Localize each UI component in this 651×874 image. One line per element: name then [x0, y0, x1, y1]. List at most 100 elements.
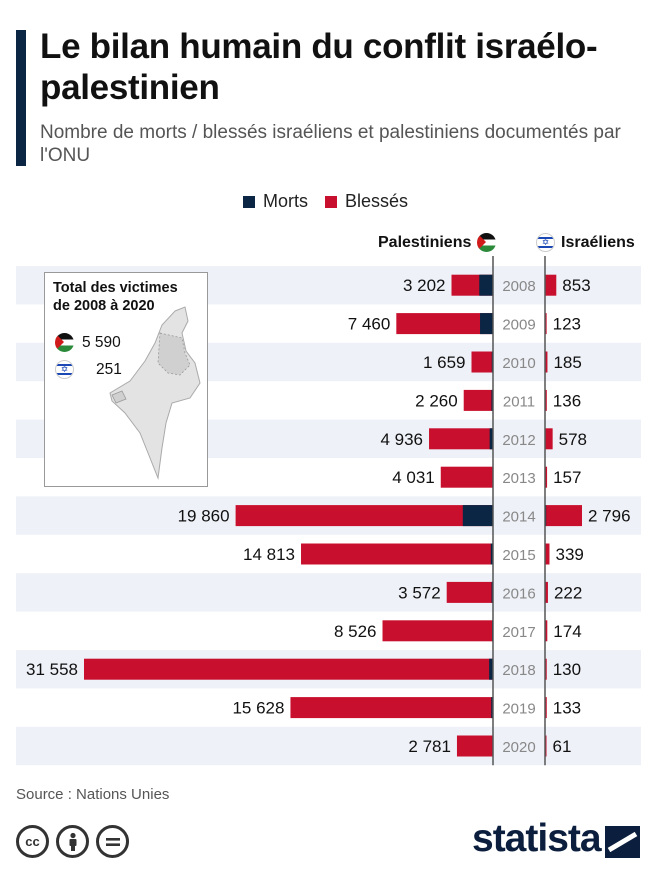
data-label-palestiniens: 2 260 [415, 391, 458, 410]
legend: Morts Blessés [0, 191, 651, 213]
creative-commons-icon[interactable]: cc [16, 825, 49, 858]
data-label-israeliens: 130 [553, 660, 581, 679]
bar-palestiniens-morts [480, 313, 493, 335]
bar-israeliens-blesses [545, 697, 547, 719]
bar-palestiniens-morts [489, 428, 493, 450]
bar-palestiniens-morts [491, 697, 493, 719]
palestinian-flag-icon [55, 333, 74, 352]
data-label-palestiniens: 7 460 [348, 315, 391, 334]
attribution-icon[interactable] [56, 825, 89, 858]
year-label: 2016 [502, 585, 535, 602]
column-header-palestiniens: Palestiniens [378, 233, 497, 252]
bar-palestiniens-blesses [471, 351, 493, 373]
bar-israeliens-blesses [545, 505, 582, 527]
bar-palestiniens-blesses [429, 428, 493, 450]
title-accent-bar [16, 30, 26, 166]
data-label-palestiniens: 3 202 [403, 276, 446, 295]
source-note: Source : Nations Unies [16, 786, 170, 803]
data-label-israeliens: 157 [553, 468, 581, 487]
bar-palestiniens-morts [489, 658, 493, 680]
data-label-palestiniens: 15 628 [232, 699, 284, 718]
year-label: 2018 [502, 662, 535, 679]
bar-israeliens-blesses [545, 581, 548, 603]
bar-palestiniens-morts [490, 543, 493, 565]
data-label-israeliens: 2 796 [588, 507, 631, 526]
no-derivatives-icon[interactable] [96, 825, 129, 858]
bar-palestiniens-blesses [290, 697, 493, 719]
data-label-israeliens: 123 [553, 315, 581, 334]
bar-israeliens-blesses [545, 313, 547, 335]
data-label-palestiniens: 2 781 [408, 737, 451, 756]
bar-palestiniens-morts [479, 274, 493, 296]
bar-palestiniens-blesses [382, 620, 493, 642]
data-label-palestiniens: 4 031 [392, 468, 435, 487]
row-stripe [16, 726, 641, 766]
data-label-palestiniens: 8 526 [334, 622, 377, 641]
data-label-israeliens: 185 [553, 353, 581, 372]
data-label-israeliens: 61 [553, 737, 572, 756]
legend-label-morts: Morts [262, 191, 308, 211]
column-label-israeliens: Israéliens [561, 233, 635, 251]
inset-title-line2: de 2008 à 2020 [53, 298, 155, 314]
bar-palestiniens-blesses [440, 466, 493, 488]
legend-swatch-morts [242, 195, 255, 208]
bar-israeliens-blesses [545, 351, 548, 373]
bar-palestiniens-blesses [84, 658, 493, 680]
data-label-palestiniens: 1 659 [423, 353, 466, 372]
bar-palestiniens-blesses [446, 581, 493, 603]
legend-item-blesses: Blessés [324, 191, 409, 212]
year-label: 2015 [502, 547, 535, 564]
bar-palestiniens-blesses [301, 543, 493, 565]
data-label-israeliens: 174 [553, 622, 581, 641]
legend-item-morts: Morts [242, 191, 308, 212]
inset-title-line1: Total des victimes [53, 280, 178, 296]
israeli-flag-icon: ✡ [536, 233, 555, 252]
chart-subtitle: Nombre de morts / blessés israéliens et … [40, 122, 621, 166]
bar-palestiniens-morts [491, 389, 493, 411]
legend-swatch-blesses [324, 195, 337, 208]
year-label: 2014 [502, 509, 535, 526]
statista-logo-mark-icon [605, 826, 640, 858]
year-label: 2019 [502, 701, 535, 718]
bar-palestiniens-blesses [456, 735, 493, 757]
data-label-israeliens: 578 [559, 430, 587, 449]
year-label: 2009 [502, 317, 535, 334]
bar-palestiniens-morts [462, 505, 493, 527]
data-label-israeliens: 136 [553, 391, 581, 410]
israeli-flag-icon: ✡ [55, 360, 74, 379]
data-label-palestiniens: 4 936 [380, 430, 423, 449]
bar-israeliens-blesses [545, 543, 550, 565]
column-header-israeliens: ✡ Israéliens [536, 233, 635, 252]
inset-row-israeliens: ✡ 251 [55, 360, 122, 379]
year-label: 2010 [502, 355, 535, 372]
data-label-israeliens: 853 [562, 276, 590, 295]
year-label: 2011 [503, 393, 535, 410]
statista-logo[interactable]: statista [472, 817, 602, 860]
bar-israeliens-blesses [545, 620, 548, 642]
bar-palestiniens-blesses [463, 389, 493, 411]
bar-palestiniens-blesses [396, 313, 493, 335]
inset-title: Total des victimes de 2008 à 2020 [53, 279, 178, 315]
bar-israeliens-blesses [545, 428, 553, 450]
palestinian-flag-icon [477, 233, 497, 252]
legend-label-blesses: Blessés [344, 191, 409, 211]
inset-value-palestiniens: 5 590 [82, 333, 121, 351]
bar-palestiniens-blesses [235, 505, 493, 527]
israel-map-icon [109, 306, 201, 480]
inset-totals-box: Total des victimes de 2008 à 2020 5 590 … [44, 272, 208, 487]
data-label-palestiniens: 3 572 [398, 583, 441, 602]
column-label-palestiniens: Palestiniens [378, 233, 472, 251]
bar-israeliens-blesses [545, 389, 547, 411]
inset-value-israeliens: 251 [96, 360, 122, 378]
chart-title: Le bilan humain du conflit israélo-pales… [40, 27, 598, 107]
year-label: 2017 [502, 624, 535, 641]
data-label-israeliens: 133 [553, 699, 581, 718]
year-label: 2012 [502, 432, 535, 449]
data-label-palestiniens: 19 860 [178, 507, 230, 526]
bar-israeliens-blesses [545, 466, 548, 488]
data-label-palestiniens: 31 558 [26, 660, 78, 679]
year-label: 2013 [502, 470, 535, 487]
data-label-israeliens: 222 [554, 583, 582, 602]
data-label-israeliens: 339 [555, 545, 583, 564]
bar-israeliens-blesses [545, 658, 547, 680]
